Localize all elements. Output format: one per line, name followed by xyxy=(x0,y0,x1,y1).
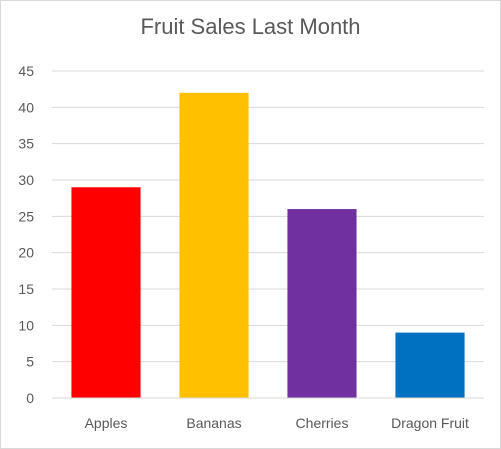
y-tick-label: 25 xyxy=(18,208,34,224)
y-tick-label: 35 xyxy=(18,136,34,152)
y-tick-label: 20 xyxy=(18,245,34,261)
y-tick-label: 30 xyxy=(18,172,34,188)
y-tick-label: 5 xyxy=(26,354,34,370)
bar-cherries xyxy=(287,209,357,398)
y-tick-label: 15 xyxy=(18,281,34,297)
bars xyxy=(71,92,465,399)
bar-apples xyxy=(71,187,141,398)
y-tick-label: 40 xyxy=(18,99,34,115)
bar-dragon-fruit xyxy=(395,332,465,398)
chart-title: Fruit Sales Last Month xyxy=(140,14,361,39)
y-axis-ticks: 0 5 10 15 20 25 30 35 40 45 xyxy=(18,63,34,406)
x-tick-label: Apples xyxy=(85,415,128,431)
y-tick-label: 45 xyxy=(18,63,34,79)
x-tick-label: Bananas xyxy=(186,415,241,431)
bar-bananas xyxy=(179,92,249,399)
y-tick-label: 0 xyxy=(26,390,34,406)
x-axis-ticks: Apples Bananas Cherries Dragon Fruit xyxy=(85,415,469,431)
y-tick-label: 10 xyxy=(18,317,34,333)
x-tick-label: Cherries xyxy=(296,415,349,431)
x-tick-label: Dragon Fruit xyxy=(391,415,469,431)
